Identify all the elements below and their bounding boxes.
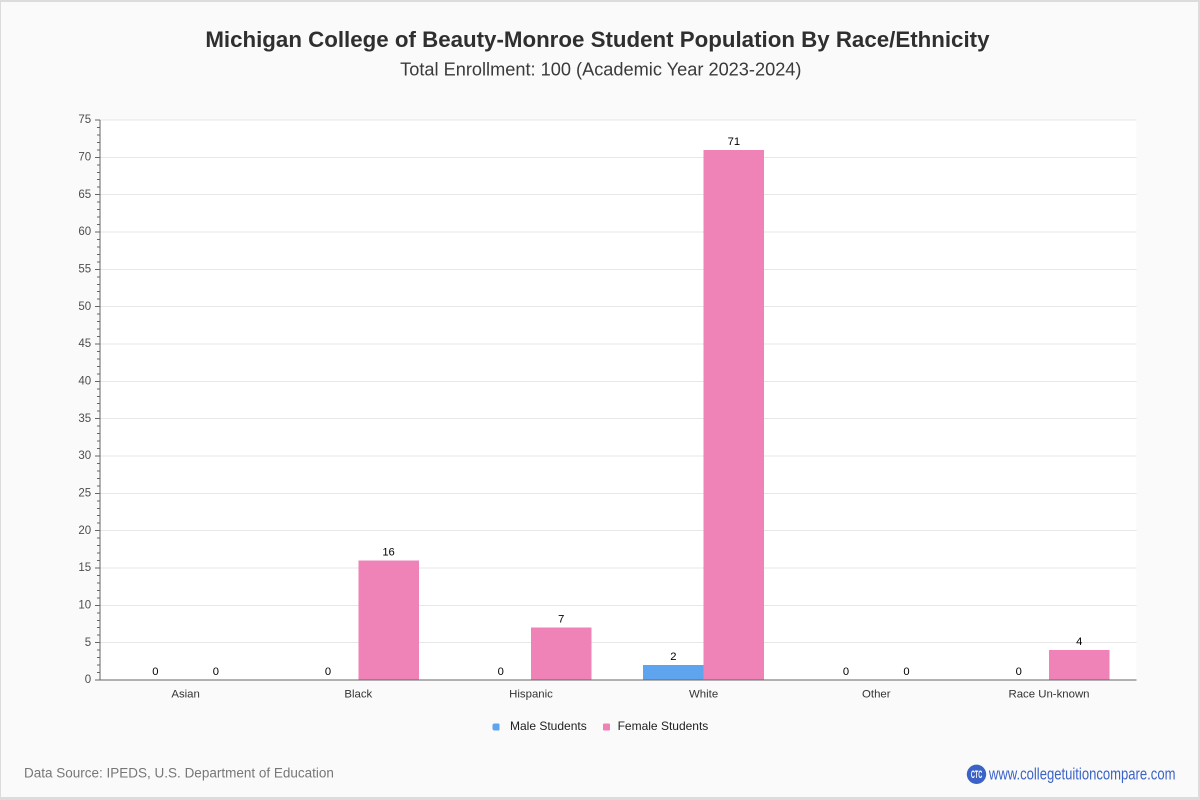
svg-text:Hispanic: Hispanic [509, 689, 553, 701]
svg-text:35: 35 [78, 413, 91, 425]
svg-text:Total Enrollment: 100 (Academi: Total Enrollment: 100 (Academic Year 202… [400, 60, 801, 80]
svg-text:45: 45 [78, 338, 91, 350]
svg-text:Male Students: Male Students [510, 719, 587, 733]
svg-text:0: 0 [498, 666, 504, 678]
svg-text:30: 30 [78, 450, 91, 462]
svg-text:25: 25 [78, 488, 91, 500]
svg-text:10: 10 [78, 600, 91, 612]
svg-text:70: 70 [78, 152, 91, 164]
svg-text:0: 0 [1016, 666, 1022, 678]
svg-text:75: 75 [78, 114, 91, 126]
svg-text:0: 0 [152, 666, 158, 678]
svg-text:Race Un-known: Race Un-known [1008, 689, 1089, 701]
svg-text:50: 50 [78, 301, 91, 313]
svg-text:55: 55 [78, 264, 91, 276]
svg-text:60: 60 [78, 226, 91, 238]
svg-text:Asian: Asian [171, 689, 200, 701]
svg-text:65: 65 [78, 189, 91, 201]
svg-text:0: 0 [325, 666, 331, 678]
svg-text:Female Students: Female Students [618, 719, 709, 733]
svg-text:4: 4 [1076, 636, 1082, 648]
svg-text:20: 20 [78, 525, 91, 537]
svg-text:2: 2 [670, 651, 676, 663]
svg-text:0: 0 [85, 674, 91, 686]
svg-text:0: 0 [213, 666, 219, 678]
svg-text:0: 0 [843, 666, 849, 678]
svg-text:Michigan College of Beauty-Mon: Michigan College of Beauty-Monroe Studen… [205, 27, 990, 52]
svg-text:40: 40 [78, 376, 91, 388]
svg-text:Data Source: IPEDS, U.S. Depar: Data Source: IPEDS, U.S. Department of E… [24, 766, 334, 781]
svg-text:White: White [689, 689, 718, 701]
svg-text:16: 16 [382, 547, 394, 559]
svg-text:0: 0 [903, 666, 909, 678]
svg-text:5: 5 [85, 637, 91, 649]
svg-text:71: 71 [728, 136, 740, 148]
svg-text:7: 7 [558, 614, 564, 626]
svg-text:CTC: CTC [971, 769, 983, 781]
svg-text:Other: Other [862, 689, 891, 701]
svg-text:Black: Black [344, 689, 372, 701]
svg-text:www.collegetuitioncompare.com: www.collegetuitioncompare.com [988, 765, 1175, 784]
svg-text:15: 15 [78, 562, 91, 574]
